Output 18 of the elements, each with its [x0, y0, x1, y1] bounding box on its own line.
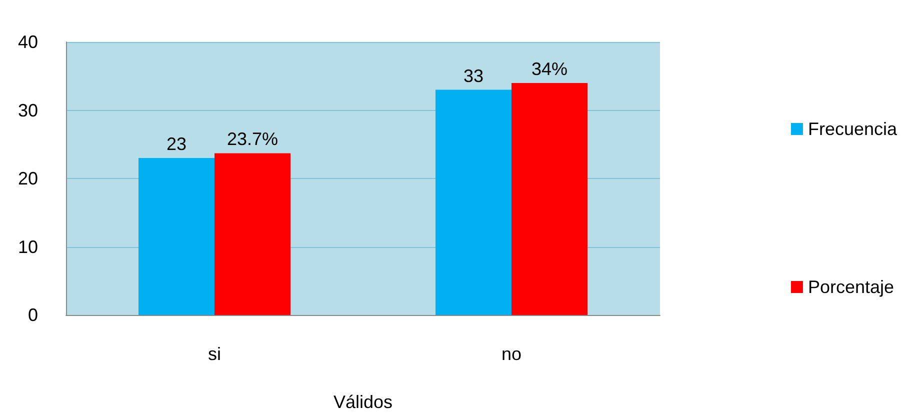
legend-label: Frecuencia: [808, 119, 898, 139]
bar: [214, 153, 290, 315]
bar: [436, 90, 512, 315]
x-tick-label: si: [208, 344, 221, 364]
x-axis-title: Válidos: [333, 392, 393, 412]
data-label: 34%: [531, 58, 568, 79]
bar: [138, 158, 214, 315]
y-tick-label: 10: [18, 236, 38, 257]
y-tick-label: 30: [18, 100, 38, 120]
data-label: 23.7%: [226, 129, 278, 150]
bar: [512, 82, 588, 315]
y-tick-label: 40: [18, 32, 38, 52]
y-tick-label: 20: [18, 168, 38, 188]
y-tick-label: 0: [28, 305, 38, 325]
x-tick-label: no: [501, 344, 522, 364]
data-label: 23: [166, 134, 187, 154]
legend-label: Porcentaje: [808, 277, 894, 297]
data-label: 33: [463, 66, 484, 86]
